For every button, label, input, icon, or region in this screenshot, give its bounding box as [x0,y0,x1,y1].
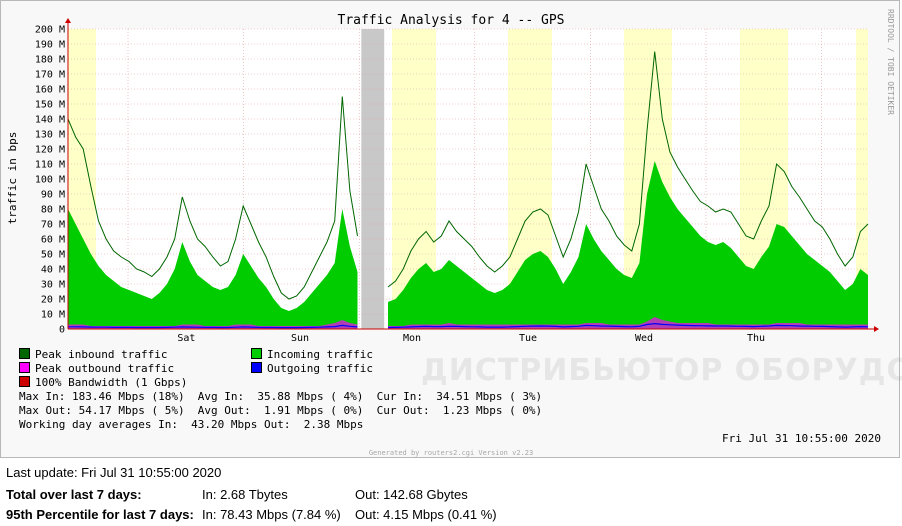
peak-inbound-line [387,51,869,288]
y-tick-label: 180 M [35,55,65,66]
peak-inbound-line [67,96,358,300]
legend-swatch-peak-outbound [19,362,30,373]
working-hours-band [856,29,868,329]
y-tick-label: 20 M [41,295,65,306]
chart-title: Traffic Analysis for 4 -- GPS [338,13,565,28]
outgoing-traffic-line [387,322,869,329]
legend-swatch-incoming [251,348,262,359]
x-tick-label: Sat [177,333,195,344]
x-tick-label: Tue [519,333,537,344]
y-tick-label: 100 M [35,175,65,186]
rrdtool-credit: RRDTOOL / TOBI OETIKER [886,9,895,115]
generated-by: Generated by routers2.cgi Version v2.23 [369,449,533,457]
y-tick-label: 150 M [35,100,65,111]
legend-label-outgoing: Outgoing traffic [267,362,373,375]
legend-peak-inbound: Peak inbound traffic [19,348,167,362]
x-tick-label: Sun [291,333,309,344]
y-tick-label: 140 M [35,115,65,126]
y-tick-label: 130 M [35,130,65,141]
y-tick-label: 60 M [41,235,65,246]
y-tick-label: 110 M [35,160,65,171]
percentile-out: Out: 4.15 Mbps (0.41 %) [355,507,497,522]
x-tick-label: Thu [747,333,765,344]
total-out: Out: 142.68 Gbytes [355,487,468,502]
y-tick-label: 170 M [35,70,65,81]
stats-in: Max In: 183.46 Mbps (18%) Avg In: 35.88 … [19,390,543,403]
total-in: In: 2.68 Tbytes [202,487,288,502]
legend-bandwidth: 100% Bandwidth (1 Gbps) [19,376,187,390]
y-tick-label: 80 M [41,205,65,216]
graph-timestamp: Fri Jul 31 10:55:00 2020 [722,432,881,445]
percentile-label: 95th Percentile for last 7 days: [6,507,194,522]
traffic-chart: 0 10 M 20 M 30 M 40 M 50 M 60 M 70 M 80 M 90 M 100… [6,9,895,457]
legend-swatch-outgoing [251,362,262,373]
y-axis-label: traffic in bps [6,132,19,225]
legend-label-bandwidth: 100% Bandwidth (1 Gbps) [35,376,188,389]
y-tick-label: 40 M [41,265,65,276]
stats-working-day: Working day averages In: 43.20 Mbps Out:… [19,418,364,431]
legend-swatch-peak-inbound [19,348,30,359]
y-tick-label: 30 M [41,280,65,291]
y-axis-arrow [65,18,71,23]
x-tick-label: Wed [635,333,653,344]
peak-outbound-area [68,320,358,329]
legend-label-peak-inbound: Peak inbound traffic [35,348,168,361]
total-label: Total over last 7 days: [6,487,142,502]
legend-label-incoming: Incoming traffic [267,348,373,361]
incoming-traffic-area [68,209,358,329]
watermark: ДИСТРИБЬЮТОР ОБОРУДОВАНИЯ СВЯЗИ [421,353,902,388]
y-tick-label: 90 M [41,190,65,201]
percentile-in: In: 78.43 Mbps (7.84 %) [202,507,341,522]
legend-swatch-bandwidth [19,376,30,387]
legend-label-peak-outbound: Peak outbound traffic [35,362,175,375]
y-tick-label: 200 M [35,25,65,36]
legend-incoming: Incoming traffic [251,348,373,362]
data-gap [361,29,385,329]
legend-peak-outbound: Peak outbound traffic [19,362,174,376]
y-tick-label: 190 M [35,40,65,51]
x-axis-arrow [874,326,879,332]
incoming-traffic-area [388,161,868,329]
last-update: Last update: Fri Jul 31 10:55:00 2020 [6,465,222,480]
y-tick-label: 50 M [41,250,65,261]
y-tick-label: 0 [59,325,65,336]
y-tick-label: 70 M [41,220,65,231]
outgoing-traffic-line [68,324,358,329]
y-tick-label: 120 M [35,145,65,156]
y-tick-label: 10 M [41,310,65,321]
x-tick-label: Mon [403,333,421,344]
legend-outgoing: Outgoing traffic [251,362,373,376]
traffic-graph: 0 10 M 20 M 30 M 40 M 50 M 60 M 70 M 80 M 90 M 100… [0,0,902,458]
y-tick-label: 160 M [35,85,65,96]
stats-out: Max Out: 54.17 Mbps ( 5%) Avg Out: 1.91 … [19,404,543,417]
